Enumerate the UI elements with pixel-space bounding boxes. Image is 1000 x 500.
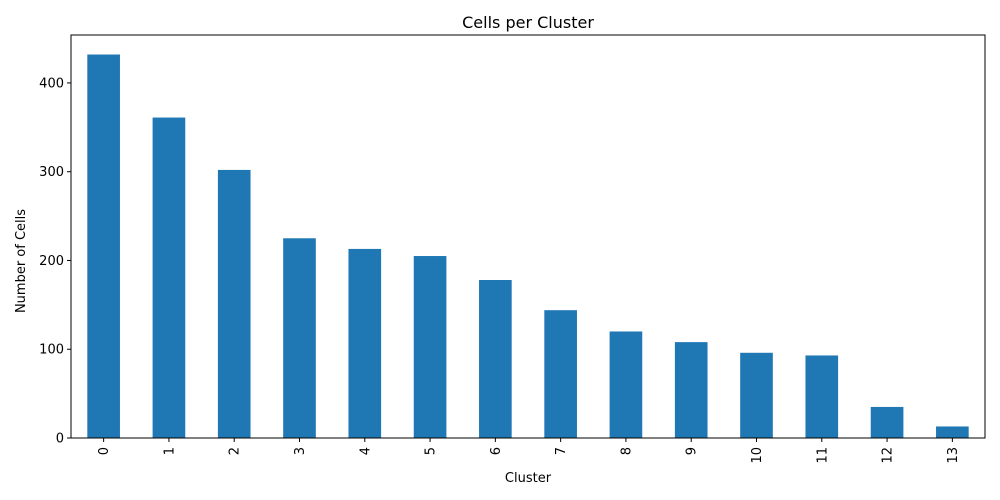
bar-cluster-7 <box>544 310 577 438</box>
x-tick-label: 4 <box>358 447 373 455</box>
y-tick-label: 100 <box>39 343 64 358</box>
chart-title: Cells per Cluster <box>462 13 594 32</box>
y-tick-label: 400 <box>39 76 64 91</box>
x-tick-label: 13 <box>946 447 961 464</box>
bar-cluster-12 <box>870 406 904 438</box>
bar-cluster-0 <box>87 54 120 439</box>
x-axis: 0 1 2 3 4 5 6 7 8 9 10 11 12 13 <box>97 438 961 464</box>
x-tick-label: 9 <box>685 447 700 455</box>
bars-group <box>87 54 969 439</box>
bar-cluster-5 <box>413 256 447 438</box>
y-tick-label: 0 <box>56 432 64 447</box>
bar-cluster-8 <box>609 331 643 438</box>
bar-cluster-10 <box>740 352 773 438</box>
x-tick-label: 7 <box>554 447 569 455</box>
bar-cluster-1 <box>152 117 186 439</box>
x-tick-label: 6 <box>489 447 504 455</box>
plot-frame <box>70 34 986 439</box>
x-tick-label: 10 <box>750 447 765 464</box>
bar-cluster-9 <box>674 342 708 438</box>
bar-cluster-2 <box>217 169 251 438</box>
x-tick-label: 5 <box>424 447 439 455</box>
y-tick-label: 200 <box>39 254 64 269</box>
x-tick-label: 2 <box>228 447 243 455</box>
x-tick-label: 8 <box>619 447 634 455</box>
x-tick-label: 11 <box>815 447 830 464</box>
x-axis-label: Cluster <box>505 471 552 486</box>
x-tick-label: 0 <box>97 447 112 455</box>
bar-cluster-11 <box>805 355 839 438</box>
y-tick-label: 300 <box>39 165 64 180</box>
bar-cluster-3 <box>283 238 316 438</box>
y-axis: 0 100 200 300 400 <box>39 76 71 447</box>
x-tick-label: 1 <box>162 447 177 455</box>
y-axis-label: Number of Cells <box>14 209 29 313</box>
bar-cluster-6 <box>479 279 512 438</box>
x-tick-label: 12 <box>881 447 896 464</box>
bar-cluster-13 <box>936 426 969 438</box>
x-tick-label: 3 <box>293 447 308 455</box>
bar-cluster-4 <box>348 248 382 438</box>
